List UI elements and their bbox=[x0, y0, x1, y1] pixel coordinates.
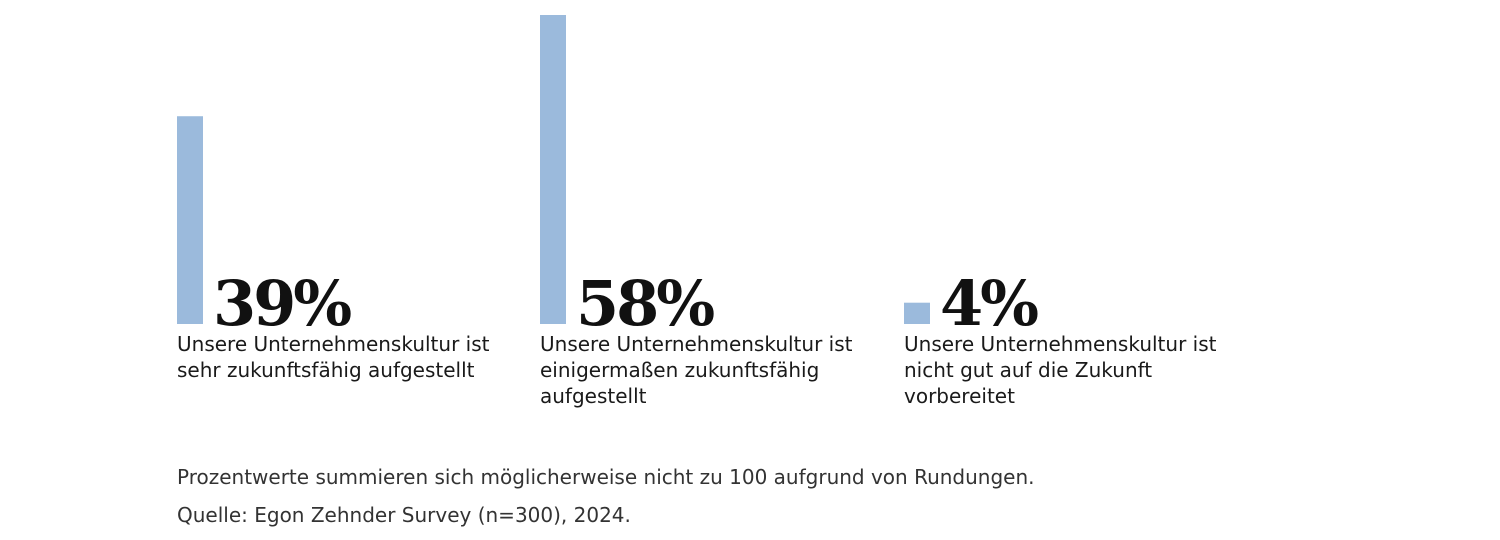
category-label-line: einigermaßen zukunftsfähig bbox=[540, 358, 819, 382]
bar-2 bbox=[540, 15, 566, 324]
source-footnote: Quelle: Egon Zehnder Survey (n=300), 202… bbox=[177, 503, 631, 527]
category-label-line: aufgestellt bbox=[540, 384, 647, 408]
value-label-1: 39% bbox=[213, 267, 351, 340]
category-label-line: Unsere Unternehmenskultur ist bbox=[904, 332, 1217, 356]
bar-3 bbox=[904, 302, 930, 324]
value-label-3: 4% bbox=[940, 267, 1038, 340]
value-label-2: 58% bbox=[576, 267, 714, 340]
category-label-2: Unsere Unternehmenskultur ist einigermaße… bbox=[540, 332, 853, 408]
category-label-3: Unsere Unternehmenskultur ist nicht gut a… bbox=[904, 332, 1217, 408]
bar-1 bbox=[177, 116, 203, 324]
rounding-footnote: Prozentwerte summieren sich möglicherwei… bbox=[177, 465, 1035, 489]
category-label-line: Unsere Unternehmenskultur ist bbox=[177, 332, 490, 356]
category-label-line: nicht gut auf die Zukunft bbox=[904, 358, 1152, 382]
category-label-line: Unsere Unternehmenskultur ist bbox=[540, 332, 853, 356]
category-label-line: vorbereitet bbox=[904, 384, 1015, 408]
category-label-line: sehr zukunftsfähig aufgestellt bbox=[177, 358, 475, 382]
category-label-1: Unsere Unternehmenskultur ist sehr zukunf… bbox=[177, 332, 490, 382]
